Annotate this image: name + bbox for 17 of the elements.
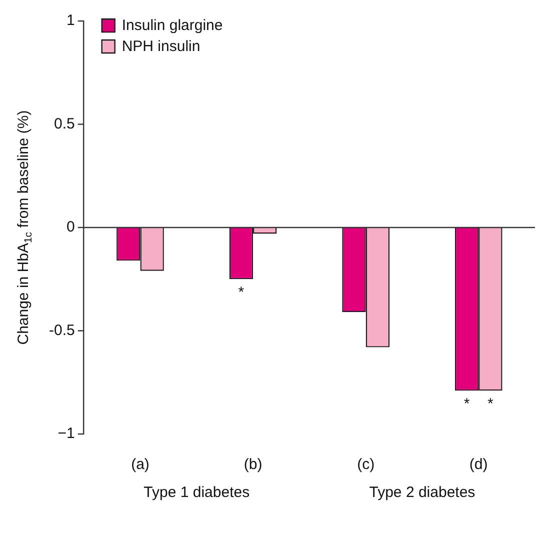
text: Type 1 diabetes [144, 484, 250, 501]
x-tick-label: (b) [244, 456, 262, 474]
x-tick-label: (a) [131, 456, 150, 474]
y-tick-label: 0.5 [54, 115, 75, 132]
y-tick-label: 1 [66, 12, 75, 30]
y-tick-label: -0.5 [48, 322, 75, 339]
annotation: * [464, 395, 470, 412]
annotation: * [238, 284, 244, 301]
y-tick-label: −1 [58, 425, 75, 442]
legend-label: NPH insulin [122, 38, 200, 56]
annotation: * [488, 395, 494, 412]
text: Type 2 diabetes [369, 484, 476, 501]
y-tick-label: 0 [66, 218, 75, 236]
x-tick-label: (c) [357, 456, 375, 474]
y-axis-title: Change in HbA1c from baseline (%) [15, 110, 34, 345]
x-tick-label: (d) [469, 456, 488, 474]
legend-label: Insulin glargine [122, 17, 223, 34]
